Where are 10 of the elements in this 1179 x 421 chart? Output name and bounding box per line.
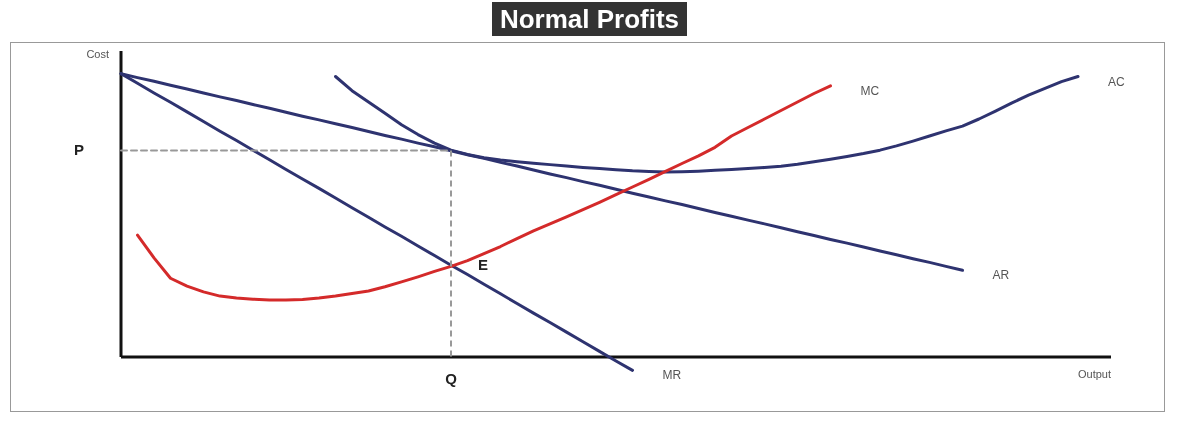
text: MC [860,83,880,98]
text: MR [662,368,682,383]
y-axis-title: Cost [86,48,109,60]
x-axis-title: Output [1077,368,1111,381]
annotation: Q [445,370,458,388]
text: P [73,141,85,159]
text: AC [1108,74,1125,89]
annotation: E [477,256,489,274]
chart-title: Normal Profits [491,2,688,36]
text: AR [992,268,1010,283]
